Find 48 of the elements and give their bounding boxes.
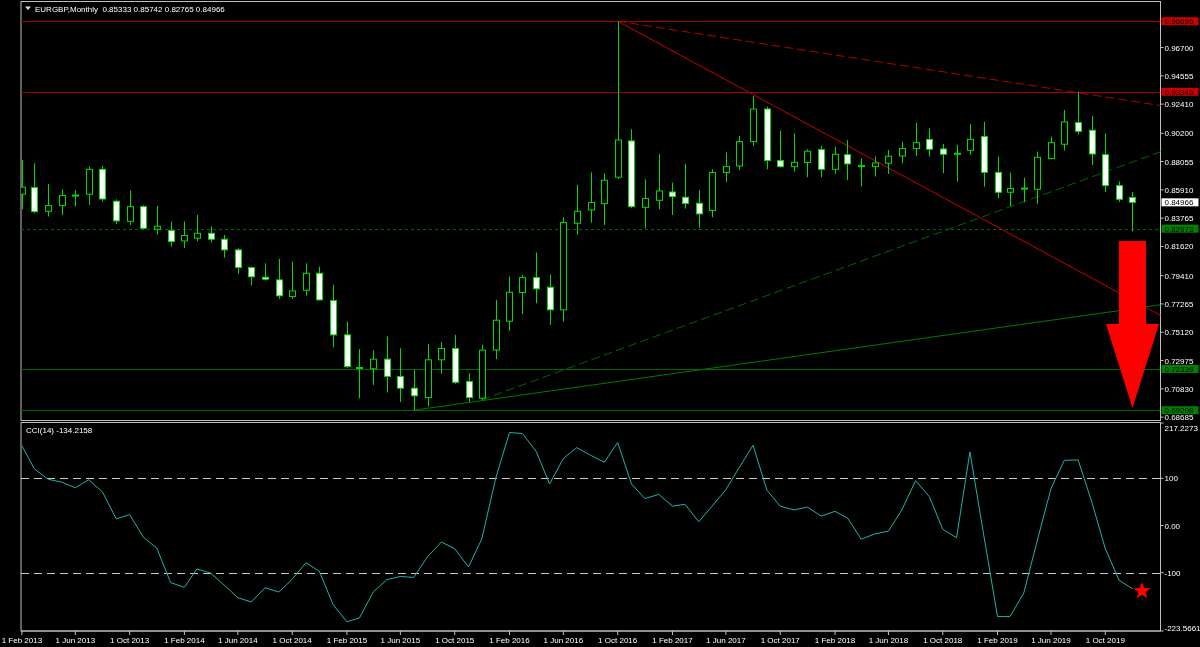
x-tick-label: 1 Jun 2013 bbox=[55, 635, 96, 645]
x-tick-label: 1 Oct 2014 bbox=[272, 635, 313, 645]
x-tick-label: 1 Feb 2014 bbox=[164, 635, 206, 645]
ref-line-label: 0.69208 bbox=[1164, 405, 1194, 415]
y-tick-label: 0.92410 bbox=[1164, 99, 1194, 109]
y-tick-label: 0.68685 bbox=[1164, 412, 1194, 422]
chart-title: EURGBP,Monthly 0.85333 0.85742 0.82765 0.84966 bbox=[35, 4, 226, 13]
y-tick-label: 0.81620 bbox=[1164, 241, 1194, 251]
chart-title: CCI(14) -134.2158 bbox=[26, 425, 93, 434]
x-tick-label: 1 Oct 2019 bbox=[1085, 635, 1126, 645]
y-tick-label: -100 bbox=[1164, 568, 1182, 578]
x-tick-label: 1 Jun 2016 bbox=[543, 635, 584, 645]
x-tick-label: 1 Oct 2013 bbox=[110, 635, 150, 645]
x-tick-label: 1 Feb 2019 bbox=[977, 635, 1019, 645]
x-tick-label: 1 Jun 2015 bbox=[380, 635, 421, 645]
x-tick-label: 1 Oct 2015 bbox=[435, 635, 475, 645]
text: 0.84966 bbox=[1164, 197, 1194, 207]
x-tick-label: 1 Feb 2016 bbox=[489, 635, 531, 645]
x-tick-label: 1 Feb 2015 bbox=[326, 635, 368, 645]
y-tick-label: 100 bbox=[1164, 473, 1179, 483]
y-tick-label: 0.77265 bbox=[1164, 299, 1194, 309]
y-tick-label: 0.83765 bbox=[1164, 213, 1194, 223]
x-tick-label: 1 Jun 2018 bbox=[868, 635, 909, 645]
x-tick-label: 1 Jun 2019 bbox=[1031, 635, 1072, 645]
y-tick-label: 0.70830 bbox=[1164, 384, 1194, 394]
y-tick-label: 0.88055 bbox=[1164, 157, 1194, 167]
x-tick-label: 1 Jun 2014 bbox=[218, 635, 259, 645]
ref-line-label: 0.98695 bbox=[1164, 16, 1194, 26]
ref-line-label: 0.93345 bbox=[1164, 87, 1194, 97]
y-tick-label: 217.2273 bbox=[1164, 423, 1199, 433]
y-tick-label: 0.94555 bbox=[1164, 71, 1194, 81]
x-tick-label: 1 Jun 2017 bbox=[706, 635, 747, 645]
x-tick-label: 1 Oct 2016 bbox=[598, 635, 638, 645]
y-tick-label: 0.90200 bbox=[1164, 128, 1194, 138]
y-tick-label: 0.85910 bbox=[1164, 185, 1194, 195]
y-tick-label: 0.79410 bbox=[1164, 271, 1194, 281]
y-tick-label: 0.75120 bbox=[1164, 327, 1194, 337]
x-tick-label: 1 Feb 2018 bbox=[814, 635, 856, 645]
y-tick-label: -223.5661 bbox=[1164, 623, 1200, 633]
x-tick-label: 1 Oct 2018 bbox=[923, 635, 963, 645]
y-tick-label: 0.72975 bbox=[1164, 356, 1194, 366]
ref-line-label: 0.82973 bbox=[1164, 224, 1194, 234]
ref-line-label: 0.72339 bbox=[1164, 364, 1194, 374]
x-tick-label: 1 Feb 2013 bbox=[1, 635, 43, 645]
y-tick-label: 0.00 bbox=[1164, 521, 1181, 530]
x-tick-label: 1 Feb 2017 bbox=[652, 635, 694, 645]
y-tick-label: 0.96700 bbox=[1164, 43, 1194, 53]
x-tick-label: 1 Oct 2017 bbox=[760, 635, 801, 645]
